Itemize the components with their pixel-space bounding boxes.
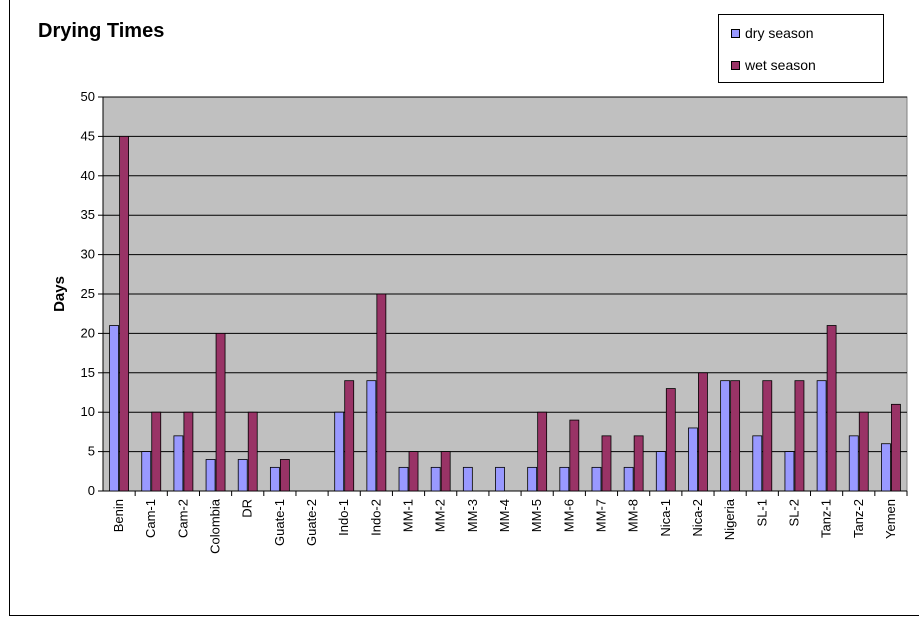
bar-wet-season-dr [247, 411, 258, 492]
bar-wet-season-mm-2 [440, 451, 451, 492]
bar-dry-season-cam-1 [141, 451, 152, 492]
x-tick-label: Nica-2 [690, 499, 705, 537]
bar-wet-season-nica-1 [665, 388, 676, 492]
legend-label-wet-season: wet season [745, 57, 816, 73]
bar-dry-season-mm-8 [623, 466, 634, 492]
bar-wet-season-colombia [215, 332, 226, 492]
bar-dry-season-mm-1 [398, 466, 409, 492]
bar-wet-season-indo-2 [376, 293, 387, 492]
legend-entry-dry-season: dry season [731, 24, 813, 42]
chart-area [9, 0, 919, 616]
x-tick-label: Yemen [883, 499, 898, 539]
bar-dry-season-nica-1 [655, 451, 666, 492]
y-tick-label: 0 [88, 483, 95, 498]
bar-dry-season-indo-1 [334, 411, 345, 492]
bar-wet-season-tanz-1 [826, 325, 837, 492]
bar-dry-season-mm-4 [495, 466, 505, 492]
bar-wet-season-mm-6 [569, 419, 580, 492]
bar-dry-season-mm-3 [462, 466, 473, 492]
y-tick-label: 20 [81, 325, 95, 340]
x-tick-label: MM-5 [529, 499, 544, 532]
x-tick-label: Nica-1 [658, 499, 673, 537]
x-tick-label: MM-6 [561, 499, 576, 532]
x-tick-label: MM-7 [593, 499, 608, 532]
legend-swatch-wet-season [731, 60, 740, 70]
bar-wet-season-guate-1 [279, 459, 290, 492]
x-tick-label: Guate-1 [272, 499, 287, 546]
legend-swatch-dry-season [731, 28, 740, 38]
bar-wet-season-mm-8 [633, 435, 644, 492]
legend: dry season wet season [718, 14, 884, 83]
y-axis-title: Days [51, 276, 68, 312]
bar-wet-season-nigeria [730, 380, 741, 492]
y-tick-label: 40 [81, 168, 95, 183]
bar-dry-season-colombia [205, 459, 216, 492]
bar-dry-season-mm-7 [591, 466, 602, 492]
bar-dry-season-mm-5 [527, 466, 538, 492]
bar-wet-season-cam-1 [151, 411, 162, 492]
x-tick-label: Indo-2 [368, 499, 383, 536]
x-tick-label: Cam-2 [175, 499, 190, 538]
bar-dry-season-mm-6 [559, 466, 570, 492]
bar-wet-season-mm-1 [408, 451, 419, 492]
bar-dry-season-nica-2 [688, 427, 698, 492]
bar-dry-season-tanz-2 [848, 435, 859, 492]
y-tick-label: 35 [81, 207, 95, 222]
bar-dry-season-tanz-1 [816, 380, 827, 492]
y-tick-label: 30 [81, 247, 95, 262]
chart-title: Drying Times [38, 20, 165, 42]
bar-wet-season-cam-2 [183, 411, 194, 492]
x-tick-label: MM-8 [626, 499, 641, 532]
bar-dry-season-dr [237, 459, 248, 492]
bar-wet-season-tanz-2 [858, 411, 869, 492]
bar-dry-season-benin [109, 325, 119, 492]
bar-dry-season-cam-2 [173, 435, 184, 492]
legend-label-dry-season: dry season [745, 25, 814, 41]
bar-dry-season-sl-2 [784, 451, 795, 492]
bar-dry-season-guate-1 [269, 466, 280, 492]
bar-dry-season-indo-2 [366, 380, 377, 492]
x-tick-label: Tanz-1 [819, 499, 834, 538]
x-tick-label: MM-4 [497, 499, 512, 532]
bar-dry-season-yemen [881, 443, 891, 492]
x-tick-label: Cam-1 [143, 499, 158, 538]
y-tick-label: 25 [81, 286, 95, 301]
bar-dry-season-nigeria [720, 380, 731, 492]
bar-wet-season-mm-7 [601, 435, 612, 492]
x-tick-label: MM-2 [433, 499, 448, 532]
x-tick-label: SL-1 [754, 499, 769, 526]
x-tick-label: Colombia [208, 498, 223, 554]
y-tick-label: 15 [81, 365, 95, 380]
bar-wet-season-sl-1 [762, 380, 773, 492]
x-tick-label: Nigeria [722, 498, 737, 540]
x-tick-label: SL-2 [786, 499, 801, 526]
bar-dry-season-sl-1 [752, 435, 763, 492]
x-tick-label: Indo-1 [336, 499, 351, 536]
bar-dry-season-mm-2 [430, 466, 441, 492]
x-tick-label: DR [240, 499, 255, 518]
bar-wet-season-mm-5 [537, 411, 548, 492]
x-tick-label: MM-3 [465, 499, 480, 532]
bar-wet-season-nica-2 [698, 372, 708, 492]
bar-wet-season-sl-2 [794, 380, 805, 492]
x-tick-label: Tanz-2 [851, 499, 866, 538]
y-tick-label: 45 [81, 128, 95, 143]
x-tick-label: Benin [111, 499, 126, 532]
bar-wet-season-indo-1 [344, 380, 355, 492]
y-tick-label: 50 [81, 89, 95, 104]
x-tick-label: Guate-2 [304, 499, 319, 546]
bar-wet-season-yemen [891, 403, 901, 492]
legend-entry-wet-season: wet season [731, 56, 816, 74]
y-tick-label: 10 [81, 404, 95, 419]
y-tick-label: 5 [88, 444, 95, 459]
bar-wet-season-benin [119, 135, 129, 492]
x-tick-label: MM-1 [401, 499, 416, 532]
